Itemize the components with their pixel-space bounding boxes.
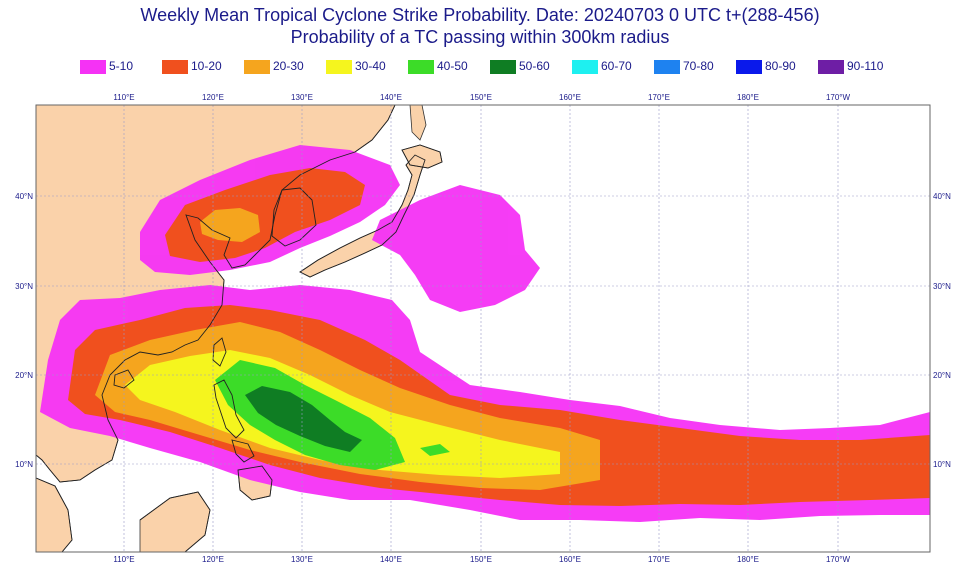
- legend-swatch: [818, 60, 844, 74]
- sakhalin: [409, 105, 427, 141]
- legend-swatch: [408, 60, 434, 74]
- legend-label: 10-20: [191, 59, 222, 73]
- coastlines: [36, 105, 443, 552]
- y-tick-label-left: 10°N: [15, 460, 33, 469]
- legend-label: 80-90: [765, 59, 796, 73]
- legend-swatch: [736, 60, 762, 74]
- x-tick-label-bottom: 180°E: [737, 555, 759, 564]
- legend-label: 20-30: [273, 59, 304, 73]
- y-tick-label-right: 20°N: [933, 371, 951, 380]
- gridlines: [36, 105, 930, 552]
- legend-swatch: [162, 60, 188, 74]
- x-tick-label-top: 130°E: [291, 93, 313, 102]
- x-tick-label-top: 160°E: [559, 93, 581, 102]
- y-tick-label-right: 30°N: [933, 282, 951, 291]
- legend-swatch: [490, 60, 516, 74]
- x-tick-label-bottom: 150°E: [470, 555, 492, 564]
- legend-swatch: [654, 60, 680, 74]
- legend-label: 50-60: [519, 59, 550, 73]
- legend-label: 60-70: [601, 59, 632, 73]
- tick-labels: 110°E 110°E 120°E 120°E 130°E 130°E 140°E 140°E…: [15, 93, 951, 564]
- x-tick-label-top: 180°E: [737, 93, 759, 102]
- legend-label: 5-10: [109, 59, 134, 73]
- legend-label: 30-40: [355, 59, 386, 73]
- map-frame: [35, 104, 931, 553]
- legend-label: 70-80: [683, 59, 714, 73]
- legend-swatch: [326, 60, 352, 74]
- x-tick-label-top: 110°E: [113, 93, 134, 102]
- legend-swatch: [80, 60, 106, 74]
- legend-swatch: [572, 60, 598, 74]
- x-tick-label-top: 170°E: [648, 93, 670, 102]
- x-tick-label-bottom: 110°E: [113, 555, 134, 564]
- x-tick-label-bottom: 120°E: [202, 555, 224, 564]
- legend-label: 90-110: [847, 59, 884, 73]
- band-50-60: [245, 386, 362, 452]
- x-tick-label-bottom: 170°W: [826, 555, 851, 564]
- x-tick-label-bottom: 160°E: [559, 555, 581, 564]
- x-tick-label-bottom: 140°E: [380, 555, 402, 564]
- x-tick-label-top: 170°W: [826, 93, 851, 102]
- x-tick-label-top: 120°E: [202, 93, 224, 102]
- x-tick-label-top: 140°E: [380, 93, 402, 102]
- y-tick-label-right: 10°N: [933, 460, 951, 469]
- legend-label: 40-50: [437, 59, 468, 73]
- legend-swatch: [244, 60, 270, 74]
- chart-title: Weekly Mean Tropical Cyclone Strike Prob…: [140, 5, 820, 25]
- chart-subtitle: Probability of a TC passing within 300km…: [290, 27, 670, 47]
- x-tick-label-bottom: 170°E: [648, 555, 670, 564]
- y-tick-label-left: 20°N: [15, 371, 33, 380]
- x-tick-label-top: 150°E: [470, 93, 492, 102]
- y-tick-label-right: 40°N: [933, 192, 951, 201]
- x-tick-label-bottom: 130°E: [291, 555, 313, 564]
- y-tick-label-left: 30°N: [15, 282, 33, 291]
- y-tick-label-left: 40°N: [15, 192, 33, 201]
